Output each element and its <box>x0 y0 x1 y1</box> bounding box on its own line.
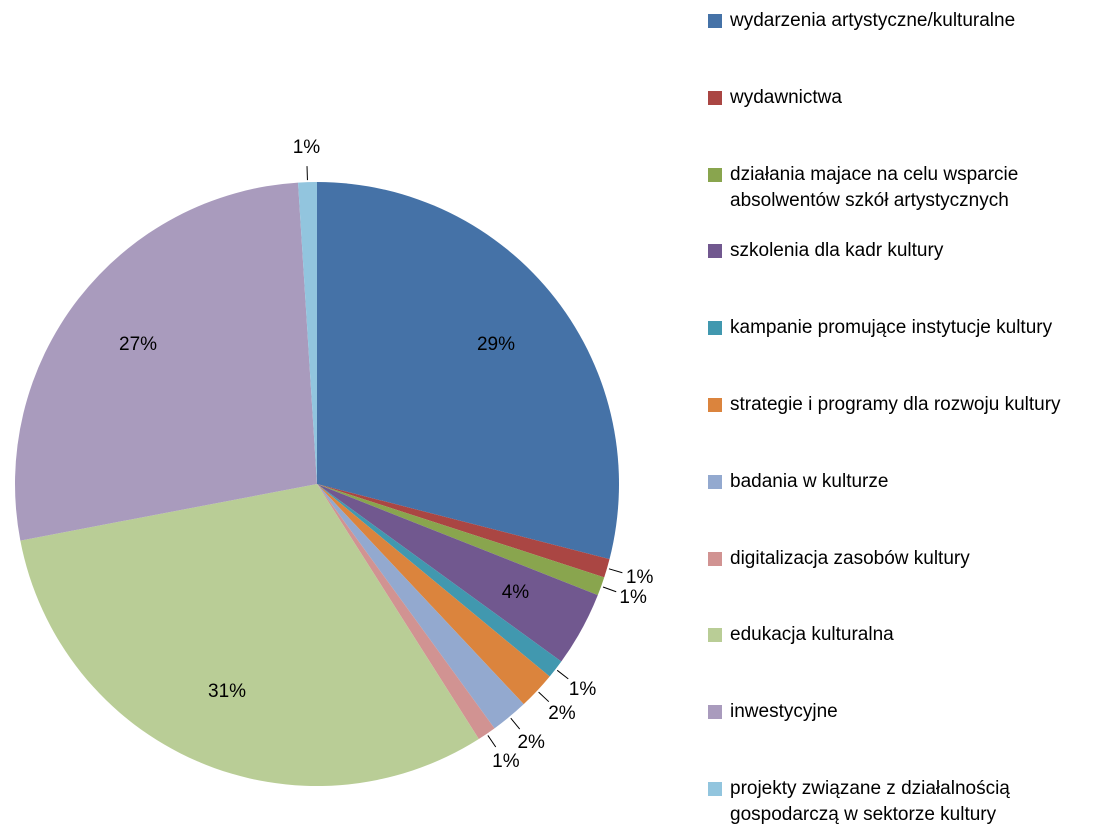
data-label: 27% <box>119 334 157 355</box>
data-label: 1% <box>293 137 321 158</box>
legend-item: projekty związane z działalnością gospod… <box>708 776 1088 828</box>
pie-area: 29%1%1%4%1%2%2%1%31%27%1% <box>14 137 654 787</box>
legend-item: wydawnictwa <box>708 85 1088 111</box>
data-label: 31% <box>208 681 246 702</box>
legend-label: działania majace na celu wsparcie absolw… <box>730 163 1019 211</box>
pie-slice <box>317 484 495 739</box>
legend-label: kampanie promujące instytucje kultury <box>730 317 1053 339</box>
legend-label: strategie i programy dla rozwoju kultury <box>730 394 1061 415</box>
legend-swatch <box>708 705 722 720</box>
legend-swatch <box>708 90 722 105</box>
legend-swatch <box>708 628 722 643</box>
data-label: 1% <box>492 751 520 772</box>
legend-label: wydarzenia artystyczne/kulturalne <box>730 10 1016 31</box>
legend-swatch <box>708 321 722 336</box>
pie-slice <box>317 484 562 677</box>
legend-label: edukacja kulturalna <box>730 624 894 646</box>
pie-slice <box>317 484 524 729</box>
legend-swatch <box>708 244 722 259</box>
legend-swatch <box>708 474 722 489</box>
legend-swatch <box>708 782 722 796</box>
leader-line <box>538 691 550 703</box>
legend-item: strategie i programy dla rozwoju kultury <box>708 392 1088 418</box>
legend-swatch <box>708 551 722 566</box>
legend-item: szkolenia dla kadr kultury <box>708 238 1088 264</box>
legend-label: digitalizacja zasobów kultury <box>730 547 970 569</box>
data-label: 1% <box>619 587 647 608</box>
leader-line <box>487 735 497 748</box>
leader-line <box>556 669 569 680</box>
leader-line <box>510 717 521 730</box>
legend-label: projekty związane z działalnością gospod… <box>730 778 1010 825</box>
pie-slice <box>317 484 610 578</box>
leader-line <box>608 568 623 574</box>
legend-item: edukacja kulturalna <box>708 622 1088 648</box>
pie-slice <box>317 484 605 596</box>
legend-item: inwestycyjne <box>708 699 1088 725</box>
legend-item: digitalizacja zasobów kultury <box>708 546 1088 572</box>
legend-item: działania majace na celu wsparcie absolw… <box>708 162 1088 214</box>
data-label: 2% <box>517 732 545 753</box>
pie-slice <box>14 182 317 541</box>
legend-label: badania w kulturze <box>730 470 889 492</box>
legend-item: kampanie promujące instytucje kultury <box>708 315 1088 341</box>
pie-slice <box>317 484 598 662</box>
data-label: 29% <box>477 334 515 355</box>
legend-label: wydawnictwa <box>730 86 842 108</box>
pie-slice <box>317 182 619 560</box>
legend-swatch <box>708 398 722 412</box>
data-label: 1% <box>569 679 597 700</box>
leader-line <box>602 586 617 593</box>
legend-item: badania w kulturze <box>708 469 1088 495</box>
legend-label: szkolenia dla kadr kultury <box>730 240 944 262</box>
data-label: 2% <box>548 703 576 724</box>
legend-label: inwestycyjne <box>730 701 838 723</box>
data-label: 1% <box>626 567 654 588</box>
pie-slice <box>298 182 317 484</box>
pie-slice <box>20 484 479 787</box>
pie-slice <box>317 484 550 705</box>
data-label: 4% <box>502 582 530 603</box>
legend-swatch <box>708 14 722 28</box>
legend-item: wydarzenia artystyczne/kulturalne <box>708 8 1088 34</box>
legend-swatch <box>708 167 722 182</box>
